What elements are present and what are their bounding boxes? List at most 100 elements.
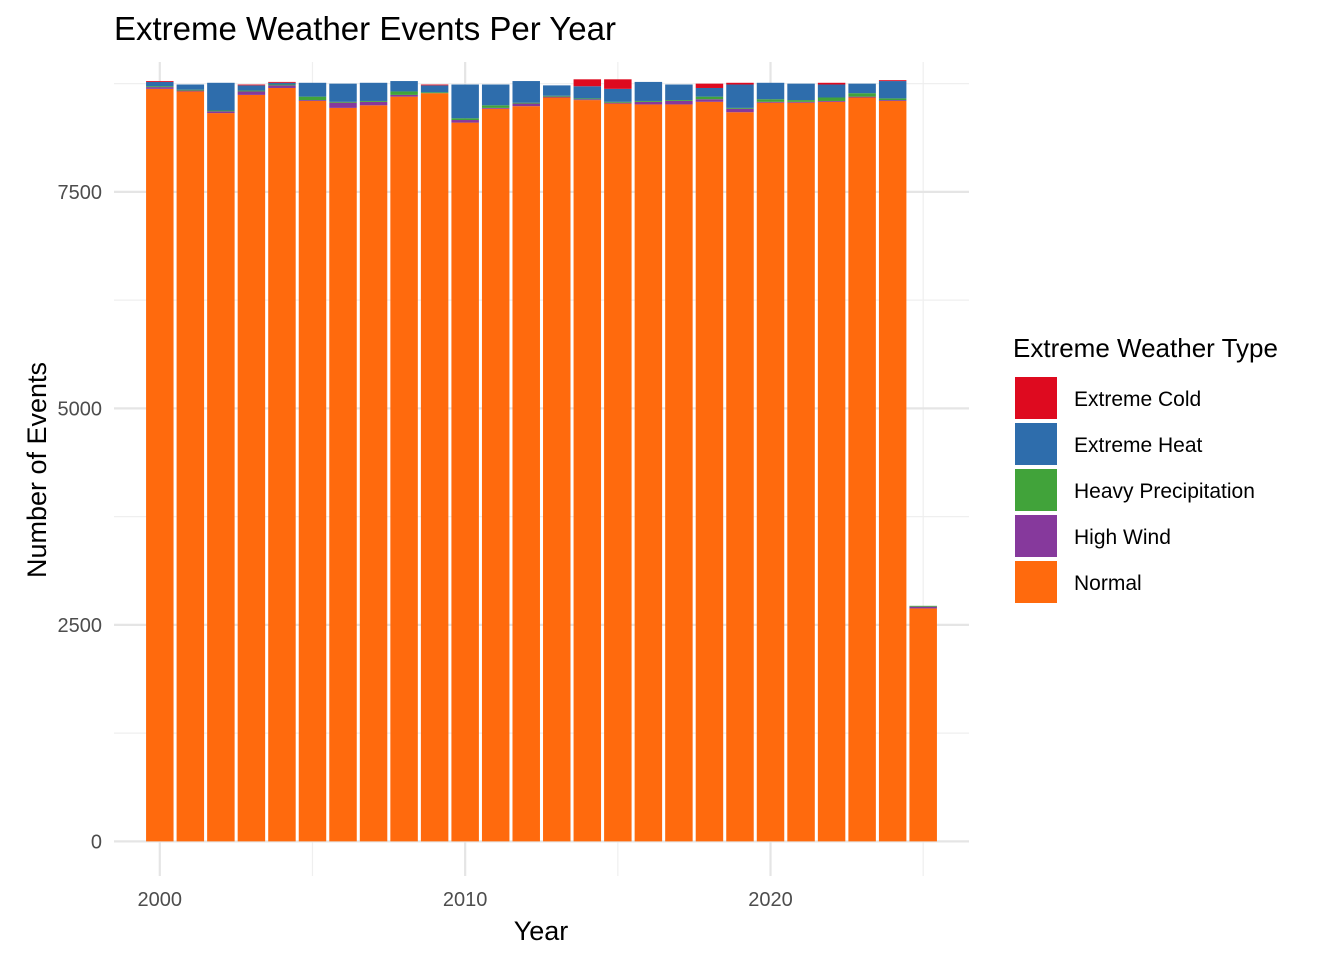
- bar-segment-heavy-precipitation-2001: [176, 89, 205, 91]
- bar-segment-normal-2004: [268, 87, 296, 842]
- legend-swatch-heavy-precipitation: [1015, 469, 1057, 511]
- bar-segment-extreme-heat-2010: [451, 84, 479, 119]
- bar-segment-normal-2000: [146, 88, 174, 842]
- bar-segment-high-wind-2014: [573, 99, 602, 101]
- bar-segment-extreme-cold-2024: [878, 80, 907, 82]
- bar-segment-heavy-precipitation-2009: [420, 92, 449, 94]
- bar-segment-high-wind-2007: [359, 101, 388, 106]
- bar-segment-extreme-heat-2020: [756, 82, 785, 100]
- bar-segment-extreme-cold-2022: [817, 82, 846, 85]
- bar-segment-heavy-precipitation-2006: [329, 101, 357, 103]
- legend-label-normal: Normal: [1074, 572, 1142, 595]
- legend-label-heavy-precipitation: Heavy Precipitation: [1074, 480, 1255, 503]
- bar-segment-high-wind-2018: [695, 99, 724, 102]
- x-axis-title: Year: [514, 916, 569, 946]
- bar-segment-extreme-heat-2017: [665, 84, 693, 101]
- bar-segment-high-wind-2025: [909, 606, 937, 609]
- bar-segment-high-wind-2012: [512, 103, 540, 107]
- legend-swatch-high-wind: [1015, 515, 1057, 557]
- bar-segment-normal-2005: [298, 100, 327, 842]
- bar-segment-extreme-cold-2003: [237, 84, 266, 86]
- bar-segment-normal-2012: [512, 106, 540, 842]
- bar-segment-extreme-heat-2001: [176, 84, 205, 90]
- bar-segment-heavy-precipitation-2016: [634, 100, 663, 102]
- bar-segment-extreme-heat-2008: [390, 81, 418, 92]
- bar-segment-high-wind-2008: [390, 94, 418, 97]
- bar-segment-extreme-heat-2023: [848, 83, 876, 94]
- bar-segment-extreme-heat-2003: [237, 85, 266, 91]
- bar-segment-extreme-heat-2021: [787, 83, 815, 101]
- x-tick-label: 2000: [138, 889, 183, 911]
- bar-segment-heavy-precipitation-2025: [909, 605, 937, 607]
- bar-segment-normal-2017: [665, 104, 693, 842]
- legend-swatch-extreme-heat: [1015, 423, 1057, 465]
- bar-segment-heavy-precipitation-2010: [451, 118, 479, 121]
- bar-segment-high-wind-2000: [146, 87, 174, 89]
- bar-segment-heavy-precipitation-2011: [481, 105, 510, 108]
- bar-segment-extreme-heat-2016: [634, 81, 663, 101]
- bar-segment-normal-2019: [726, 112, 754, 842]
- bar-segment-normal-2022: [817, 101, 846, 842]
- y-tick-label: 7500: [58, 182, 103, 204]
- bar-segment-normal-2025: [909, 608, 937, 842]
- bar-segment-heavy-precipitation-2023: [848, 93, 876, 97]
- bar-segment-high-wind-2017: [665, 100, 693, 105]
- bar-segment-high-wind-2005: [298, 100, 327, 101]
- legend-label-extreme-heat: Extreme Heat: [1074, 434, 1203, 457]
- bar-segment-high-wind-2002: [207, 111, 235, 114]
- bar-segment-heavy-precipitation-2017: [665, 100, 693, 101]
- bar-segment-extreme-heat-2018: [695, 87, 724, 97]
- x-tick-label: 2020: [748, 889, 793, 911]
- legend: Extreme Weather Type Extreme Cold Extreme…: [1013, 333, 1278, 603]
- bar-segment-extreme-cold-2014: [573, 79, 602, 87]
- bar-segment-heavy-precipitation-2005: [298, 96, 327, 101]
- bar-segment-normal-2008: [390, 96, 418, 842]
- bar-segment-high-wind-2011: [481, 107, 510, 109]
- bar-segment-normal-2011: [481, 108, 510, 842]
- bar-segment-normal-2023: [848, 97, 876, 842]
- bar-segment-high-wind-2019: [726, 108, 754, 113]
- bar-segment-extreme-heat-2000: [146, 81, 174, 87]
- bar-segment-extreme-cold-2019: [726, 82, 754, 85]
- bar-segment-high-wind-2003: [237, 91, 266, 95]
- bar-segment-extreme-cold-2009: [420, 84, 449, 86]
- x-tick-label: 2010: [443, 889, 488, 911]
- bar-segment-high-wind-2024: [878, 100, 907, 101]
- bar-segment-high-wind-2023: [848, 96, 876, 98]
- bar-segment-extreme-heat-2009: [420, 85, 449, 93]
- bar-segment-extreme-cold-2000: [146, 81, 174, 82]
- bar-segment-heavy-precipitation-2015: [604, 101, 632, 103]
- y-tick-label: 2500: [58, 615, 103, 637]
- bar-segment-normal-2014: [573, 100, 602, 842]
- bar-segment-heavy-precipitation-2002: [207, 110, 235, 112]
- y-tick-label: 5000: [58, 398, 103, 420]
- bars: [146, 79, 937, 842]
- bar-segment-normal-2013: [543, 97, 571, 842]
- bar-segment-extreme-heat-2007: [359, 82, 388, 101]
- legend-label-high-wind: High Wind: [1074, 526, 1171, 549]
- bar-segment-high-wind-2022: [817, 100, 846, 102]
- bar-segment-heavy-precipitation-2020: [756, 99, 785, 102]
- bar-segment-extreme-cold-2015: [604, 79, 632, 89]
- bar-segment-extreme-heat-2015: [604, 88, 632, 102]
- bar-segment-heavy-precipitation-2014: [573, 98, 602, 100]
- bar-segment-extreme-heat-2006: [329, 83, 357, 102]
- bar-segment-extreme-cold-2004: [268, 81, 296, 83]
- bar-segment-extreme-heat-2011: [481, 84, 510, 106]
- legend-title: Extreme Weather Type: [1013, 333, 1278, 363]
- bar-segment-heavy-precipitation-2004: [268, 84, 296, 86]
- bar-segment-extreme-heat-2024: [878, 81, 907, 99]
- bar-segment-extreme-heat-2005: [298, 82, 327, 97]
- bar-segment-heavy-precipitation-2019: [726, 107, 754, 109]
- bar-segment-extreme-heat-2004: [268, 82, 296, 85]
- bar-segment-normal-2020: [756, 102, 785, 842]
- bar-segment-normal-2009: [420, 93, 449, 842]
- bar-segment-normal-2024: [878, 100, 907, 842]
- legend-swatch-normal: [1015, 561, 1057, 603]
- bar-segment-normal-2016: [634, 104, 663, 842]
- bar-segment-heavy-precipitation-2022: [817, 97, 846, 101]
- bar-segment-high-wind-2016: [634, 101, 663, 105]
- bar-segment-normal-2003: [237, 94, 266, 842]
